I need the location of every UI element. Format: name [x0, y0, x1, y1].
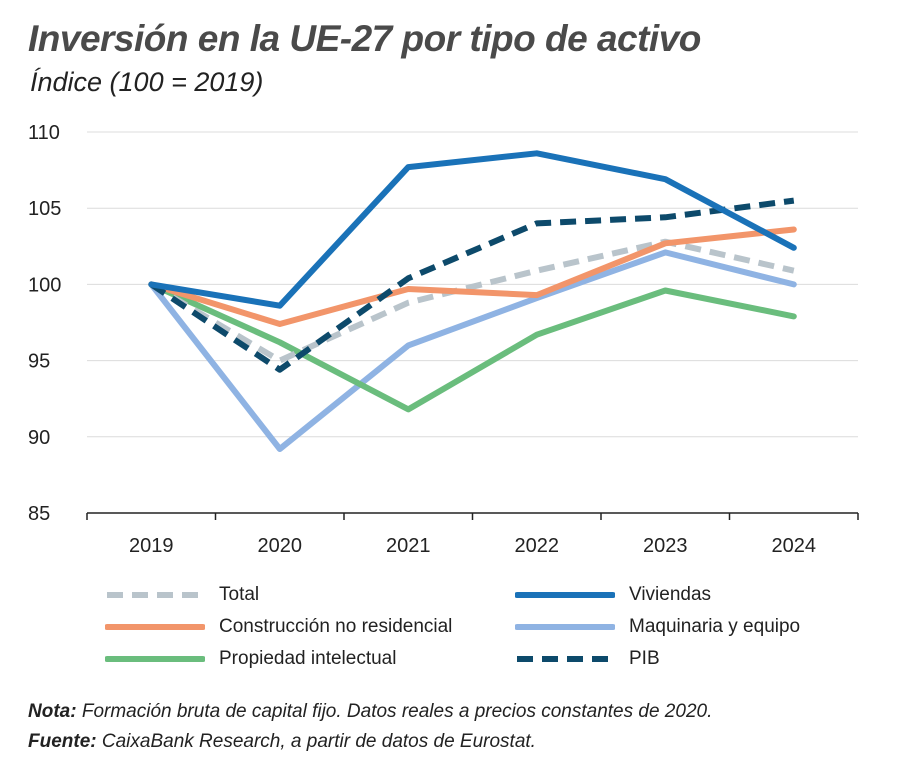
legend-label: Construcción no residencial [219, 616, 453, 637]
series-line-maquinaria-y-equipo [148, 249, 797, 452]
x-tick-label: 2022 [515, 535, 560, 557]
legend-swatch [515, 624, 615, 630]
legend-label: PIB [629, 648, 660, 669]
legend-item: Maquinaria y equipo [515, 614, 865, 640]
legend-label: Viviendas [629, 584, 712, 605]
series-line-total [149, 238, 795, 364]
x-tick-label: 2019 [129, 535, 174, 557]
source-label: Fuente: [28, 731, 97, 752]
series-line-construcci-n-no-residencial [148, 226, 797, 327]
x-tick-label: 2020 [258, 535, 303, 557]
series-line-propiedad-intelectual [148, 281, 797, 413]
legend-item: Construcción no residencial [105, 614, 515, 640]
y-tick-label: 100 [28, 274, 61, 296]
legend-swatch [517, 656, 613, 662]
chart-subtitle: Índice (100 = 2019) [30, 67, 264, 97]
note-line: Nota: Formación bruta de capital fijo. D… [28, 697, 712, 727]
chart-title: Inversión en la UE-27 por tipo de activo [28, 18, 701, 59]
legend-label: Maquinaria y equipo [629, 616, 801, 637]
y-tick-label: 90 [28, 427, 50, 449]
x-tick-label: 2024 [772, 535, 817, 557]
legend-item: Propiedad intelectual [105, 646, 515, 672]
source-line: Fuente: CaixaBank Research, a partir de … [28, 727, 712, 757]
y-tick-label: 95 [28, 351, 50, 373]
y-tick-label: 110 [28, 122, 60, 144]
legend-swatch [515, 592, 615, 598]
legend-item: Viviendas [515, 582, 865, 608]
source-text: CaixaBank Research, a partir de datos de… [96, 731, 536, 752]
note-text: Formación bruta de capital fijo. Datos r… [76, 701, 713, 722]
legend-item: PIB [515, 646, 865, 672]
y-tick-label: 85 [28, 503, 50, 525]
legend-swatch [105, 656, 205, 662]
x-tick-label: 2023 [643, 535, 688, 557]
legend-label: Total [219, 584, 260, 605]
legend-item: Total [105, 582, 515, 608]
x-tick-label: 2021 [386, 535, 431, 557]
series-line-pib [149, 197, 795, 373]
chart-notes: Nota: Formación bruta de capital fijo. D… [28, 697, 712, 757]
y-tick-label: 105 [28, 198, 61, 220]
legend-swatch [107, 592, 203, 598]
note-label: Nota: [28, 701, 77, 722]
series-line-viviendas [148, 150, 797, 309]
legend-swatch [105, 624, 205, 630]
chart-legend: Total Viviendas Construcción no residencia… [105, 582, 865, 672]
legend-label: Propiedad intelectual [219, 648, 397, 669]
